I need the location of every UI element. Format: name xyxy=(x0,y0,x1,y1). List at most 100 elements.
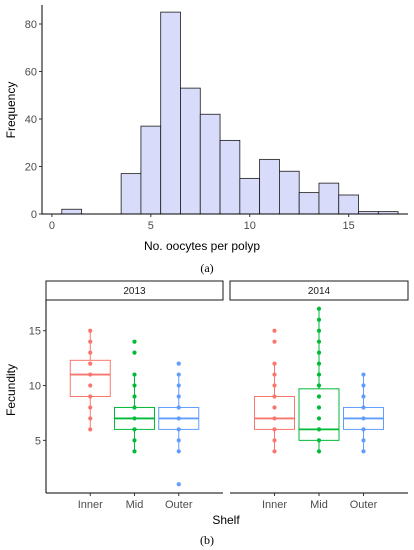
boxplot-group xyxy=(158,361,200,487)
histogram-bar xyxy=(199,113,221,215)
boxplot-point xyxy=(272,383,277,388)
boxplot-point xyxy=(88,416,93,421)
boxplot-point xyxy=(316,328,322,333)
boxplot-y-ticks: 5 10 15 xyxy=(29,326,46,447)
histogram-x-tick-label: 5 xyxy=(148,220,154,232)
boxplot-point xyxy=(316,317,322,322)
boxplot-x-tick-label: Outer xyxy=(165,499,193,511)
facet-strip-label: 2013 xyxy=(123,286,146,297)
facet-strip xyxy=(229,280,409,301)
boxplot-x-tick-label: Inner xyxy=(78,499,103,511)
histogram-x-tick-label: 10 xyxy=(244,220,256,232)
boxplot-point xyxy=(272,361,277,366)
histogram-bar xyxy=(318,182,340,215)
boxplot-box xyxy=(254,396,295,430)
boxplot-point xyxy=(176,482,181,487)
boxplot-point xyxy=(316,372,322,377)
boxplot-point xyxy=(88,361,93,366)
boxplot-point xyxy=(272,394,277,399)
histogram-x-ticks: 0 5 10 15 xyxy=(49,214,355,232)
boxplot-point xyxy=(132,427,137,432)
histogram-y-ticks: 0 20 40 60 80 xyxy=(25,19,42,221)
histogram-x-tick-label: 0 xyxy=(49,220,55,232)
boxplot-point xyxy=(132,372,137,377)
histogram-bar xyxy=(120,173,142,215)
boxplot-point xyxy=(88,350,93,355)
histogram-y-tick-label: 0 xyxy=(31,209,37,221)
boxplot-point xyxy=(176,405,181,410)
boxplot-x-axis-title: Shelf xyxy=(212,513,240,527)
boxplot-point xyxy=(88,427,93,432)
facet-strip xyxy=(45,280,224,301)
boxplot-point xyxy=(361,383,366,388)
histogram-bar xyxy=(140,125,162,215)
boxplot-point xyxy=(176,372,181,377)
boxplot-x-tick-label: Mid xyxy=(310,499,328,511)
histogram-bar xyxy=(338,194,359,215)
boxplot-point xyxy=(176,449,181,454)
boxplot-content xyxy=(45,300,408,494)
boxplot-x-tick-label: Outer xyxy=(350,499,378,511)
boxplot-point xyxy=(132,350,137,355)
histogram-x-tick-label: 15 xyxy=(343,220,355,232)
boxplot-group xyxy=(254,328,295,454)
boxplot-point xyxy=(176,438,181,443)
boxplot-point xyxy=(316,449,322,454)
boxplot-panel: 2013 2014 5 10 15 Inner Mid Outer Inner Mid Oute… xyxy=(4,280,409,547)
boxplot-y-axis-title: Fecundity xyxy=(4,364,18,416)
histogram-bar xyxy=(259,158,280,215)
boxplot-point xyxy=(316,383,322,388)
boxplot-point xyxy=(316,416,322,421)
boxplot-point xyxy=(88,394,93,399)
boxplot-point xyxy=(132,416,137,421)
boxplot-point xyxy=(88,405,93,410)
boxplot-point xyxy=(88,372,93,377)
boxplot-point xyxy=(176,394,181,399)
boxplot-point xyxy=(361,449,366,454)
facet-strip-label: 2014 xyxy=(308,286,331,297)
boxplot-point xyxy=(132,394,137,399)
boxplot-x-tick-label: Inner xyxy=(262,499,287,511)
histogram-bar xyxy=(180,87,201,215)
boxplot-point xyxy=(361,427,366,432)
boxplot-point xyxy=(272,416,277,421)
histogram-bar xyxy=(239,177,261,215)
boxplot-point xyxy=(316,361,322,366)
boxplot-group xyxy=(343,372,384,454)
boxplot-point xyxy=(316,339,322,344)
histogram-y-tick-label: 60 xyxy=(25,67,37,79)
boxplot-point xyxy=(361,394,366,399)
boxplot-point xyxy=(132,449,137,454)
boxplot-point xyxy=(272,438,277,443)
boxplot-point xyxy=(316,438,322,443)
boxplot-y-tick-label: 15 xyxy=(29,326,41,338)
boxplot-point xyxy=(88,383,93,388)
boxplot-point xyxy=(132,405,137,410)
boxplot-point xyxy=(361,416,366,421)
boxplot-x-tick-label: Mid xyxy=(126,499,144,511)
panel-b-caption: (b) xyxy=(200,533,214,547)
histogram-bar xyxy=(160,11,181,215)
histogram-bars xyxy=(61,11,399,215)
histogram-bar xyxy=(61,208,82,215)
boxplot-point xyxy=(176,361,181,366)
boxplot-point xyxy=(88,339,93,344)
boxplot-point xyxy=(316,427,322,432)
histogram-bar xyxy=(219,139,241,215)
boxplot-point xyxy=(361,438,366,443)
histogram-y-axis-title: Frequency xyxy=(4,82,18,139)
boxplot-group xyxy=(298,306,340,454)
boxplot-y-tick-label: 5 xyxy=(35,435,41,447)
histogram-y-tick-label: 40 xyxy=(25,114,37,126)
boxplot-point xyxy=(272,328,277,333)
boxplot-point xyxy=(272,427,277,432)
boxplot-point xyxy=(132,339,137,344)
boxplot-point xyxy=(316,306,322,311)
boxplot-point xyxy=(361,372,366,377)
histogram-bar xyxy=(298,192,320,215)
boxplot-group xyxy=(114,339,155,454)
boxplot-box xyxy=(69,359,111,397)
boxplot-x-ticks: Inner Mid Outer Inner Mid Outer xyxy=(78,493,378,511)
boxplot-point xyxy=(272,449,277,454)
